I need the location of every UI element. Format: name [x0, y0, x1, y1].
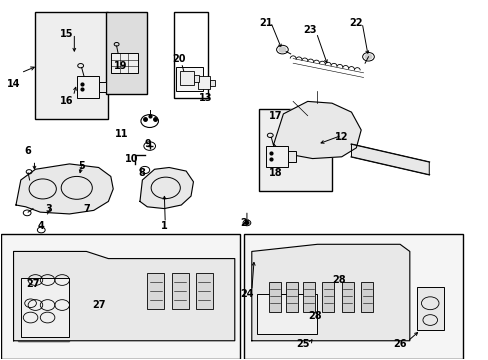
Text: 27: 27: [26, 279, 40, 289]
Text: 16: 16: [60, 96, 74, 107]
Bar: [194, 75, 199, 82]
Text: 18: 18: [269, 168, 283, 178]
Text: 19: 19: [114, 61, 127, 71]
Bar: [176, 67, 203, 91]
Text: 23: 23: [303, 25, 316, 35]
Bar: [302, 282, 314, 312]
Bar: [180, 71, 194, 85]
Bar: [259, 109, 331, 191]
Bar: [416, 287, 443, 330]
Text: 22: 22: [349, 18, 362, 28]
Text: 27: 27: [92, 300, 105, 310]
Polygon shape: [251, 244, 409, 341]
Text: 13: 13: [199, 93, 212, 103]
Bar: [285, 282, 297, 312]
Text: 28: 28: [307, 311, 321, 321]
Text: 26: 26: [392, 339, 406, 349]
Text: 24: 24: [240, 289, 253, 299]
Bar: [1, 234, 239, 359]
Bar: [35, 12, 108, 119]
Circle shape: [279, 47, 285, 52]
Bar: [341, 282, 353, 312]
Polygon shape: [351, 144, 428, 175]
Bar: [21, 278, 69, 337]
Bar: [147, 273, 164, 309]
Text: 7: 7: [83, 203, 90, 213]
Text: 11: 11: [115, 129, 128, 139]
Text: 8: 8: [138, 168, 144, 178]
Text: 12: 12: [334, 132, 348, 142]
Text: 1: 1: [161, 221, 167, 231]
Circle shape: [365, 54, 371, 59]
Text: 25: 25: [296, 339, 309, 349]
Polygon shape: [16, 164, 113, 214]
Text: 3: 3: [45, 203, 52, 213]
Polygon shape: [273, 102, 361, 158]
Bar: [210, 80, 215, 86]
Polygon shape: [140, 167, 193, 208]
Bar: [99, 82, 106, 93]
Text: 2: 2: [240, 218, 246, 228]
Text: 6: 6: [25, 147, 31, 157]
Bar: [171, 273, 188, 309]
Bar: [77, 76, 99, 98]
Bar: [256, 294, 317, 334]
Bar: [266, 146, 287, 167]
Text: 20: 20: [172, 54, 185, 64]
Circle shape: [244, 221, 248, 224]
Text: 9: 9: [144, 139, 151, 149]
Bar: [196, 273, 212, 309]
Bar: [174, 12, 207, 98]
Text: 14: 14: [7, 78, 20, 89]
Bar: [244, 234, 462, 359]
Bar: [322, 282, 334, 312]
Bar: [268, 282, 281, 312]
Text: 10: 10: [125, 154, 138, 163]
Bar: [111, 53, 137, 73]
Text: 4: 4: [38, 221, 44, 231]
Text: 5: 5: [78, 161, 85, 171]
Bar: [19, 273, 69, 341]
Text: 15: 15: [60, 28, 74, 39]
Text: 21: 21: [259, 18, 273, 28]
Polygon shape: [14, 251, 234, 341]
Text: 28: 28: [332, 275, 346, 285]
Bar: [198, 76, 210, 89]
Text: 17: 17: [269, 111, 282, 121]
Bar: [106, 12, 147, 94]
Bar: [287, 152, 295, 162]
Bar: [361, 282, 372, 312]
